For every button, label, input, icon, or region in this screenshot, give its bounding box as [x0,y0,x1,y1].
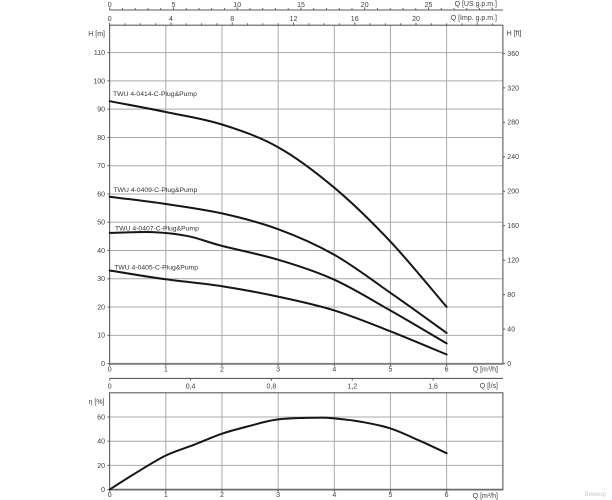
svg-text:0: 0 [108,2,112,9]
svg-text:5: 5 [388,367,392,374]
svg-text:Q [l/s]: Q [l/s] [480,383,498,390]
svg-text:20: 20 [97,463,105,470]
svg-text:30: 30 [97,276,105,283]
svg-text:Q [m³/h]: Q [m³/h] [473,493,498,500]
svg-text:3: 3 [276,367,280,374]
svg-text:200: 200 [507,189,519,196]
svg-text:40: 40 [507,327,515,334]
svg-text:10: 10 [233,2,241,9]
svg-text:Q [m³/h]: Q [m³/h] [473,366,498,373]
svg-text:0: 0 [101,361,105,368]
svg-text:20: 20 [361,2,369,9]
svg-text:15: 15 [297,2,305,9]
svg-text:70: 70 [97,163,105,170]
svg-text:1,2: 1,2 [347,383,357,390]
svg-text:50: 50 [97,220,105,227]
svg-text:4: 4 [332,367,336,374]
svg-text:TWU 4-0405-C-Plug&Pump: TWU 4-0405-C-Plug&Pump [114,264,198,271]
svg-text:H [m]: H [m] [88,31,105,38]
svg-text:6: 6 [445,492,449,499]
svg-text:90: 90 [97,107,105,114]
svg-text:25: 25 [425,2,433,9]
svg-text:5: 5 [172,2,176,9]
svg-text:1: 1 [164,492,168,499]
svg-text:0: 0 [101,487,105,494]
svg-text:320: 320 [507,85,519,92]
svg-text:110: 110 [94,50,105,57]
svg-text:4: 4 [332,492,336,499]
svg-text:100: 100 [93,78,105,85]
svg-text:H [ft]: H [ft] [507,31,522,38]
svg-text:1,6: 1,6 [428,383,438,390]
svg-text:40: 40 [97,439,105,446]
svg-text:10: 10 [97,333,105,340]
svg-text:2: 2 [220,492,224,499]
svg-text:4: 4 [169,16,173,23]
svg-text:TWU 4-0409-C-Plug&Pump: TWU 4-0409-C-Plug&Pump [113,187,197,194]
svg-text:Q [US g.p.m.]: Q [US g.p.m.] [455,1,497,8]
svg-text:6: 6 [445,367,449,374]
svg-text:80: 80 [97,135,105,142]
svg-text:60: 60 [97,191,105,198]
svg-text:TWU 4-0414-C-Plug&Pump: TWU 4-0414-C-Plug&Pump [113,91,197,98]
svg-text:Вимкор: Вимкор [585,491,607,498]
svg-text:20: 20 [412,16,420,23]
svg-text:40: 40 [97,248,105,255]
svg-text:0: 0 [108,367,112,374]
svg-text:Q [Imp. g.p.m.]: Q [Imp. g.p.m.] [451,15,497,22]
svg-text:TWU 4-0407-C-Plug&Pump: TWU 4-0407-C-Plug&Pump [115,226,199,233]
svg-text:0,4: 0,4 [186,383,196,390]
svg-text:η [%]: η [%] [89,399,105,406]
svg-text:2: 2 [220,367,224,374]
svg-text:0: 0 [507,361,511,368]
svg-text:60: 60 [97,414,105,421]
svg-text:16: 16 [351,16,359,23]
svg-text:8: 8 [230,16,234,23]
svg-text:160: 160 [507,223,519,230]
svg-text:1: 1 [164,367,168,374]
svg-text:0,8: 0,8 [267,383,277,390]
svg-text:80: 80 [507,292,515,299]
svg-text:360: 360 [507,51,519,58]
svg-text:280: 280 [507,120,519,127]
svg-text:0: 0 [108,383,112,390]
svg-text:0: 0 [108,16,112,23]
svg-text:5: 5 [388,492,392,499]
svg-text:3: 3 [276,492,280,499]
svg-text:20: 20 [97,305,105,312]
svg-text:12: 12 [290,16,298,23]
svg-text:240: 240 [507,154,519,161]
svg-text:0: 0 [108,492,112,499]
svg-text:120: 120 [507,258,519,265]
